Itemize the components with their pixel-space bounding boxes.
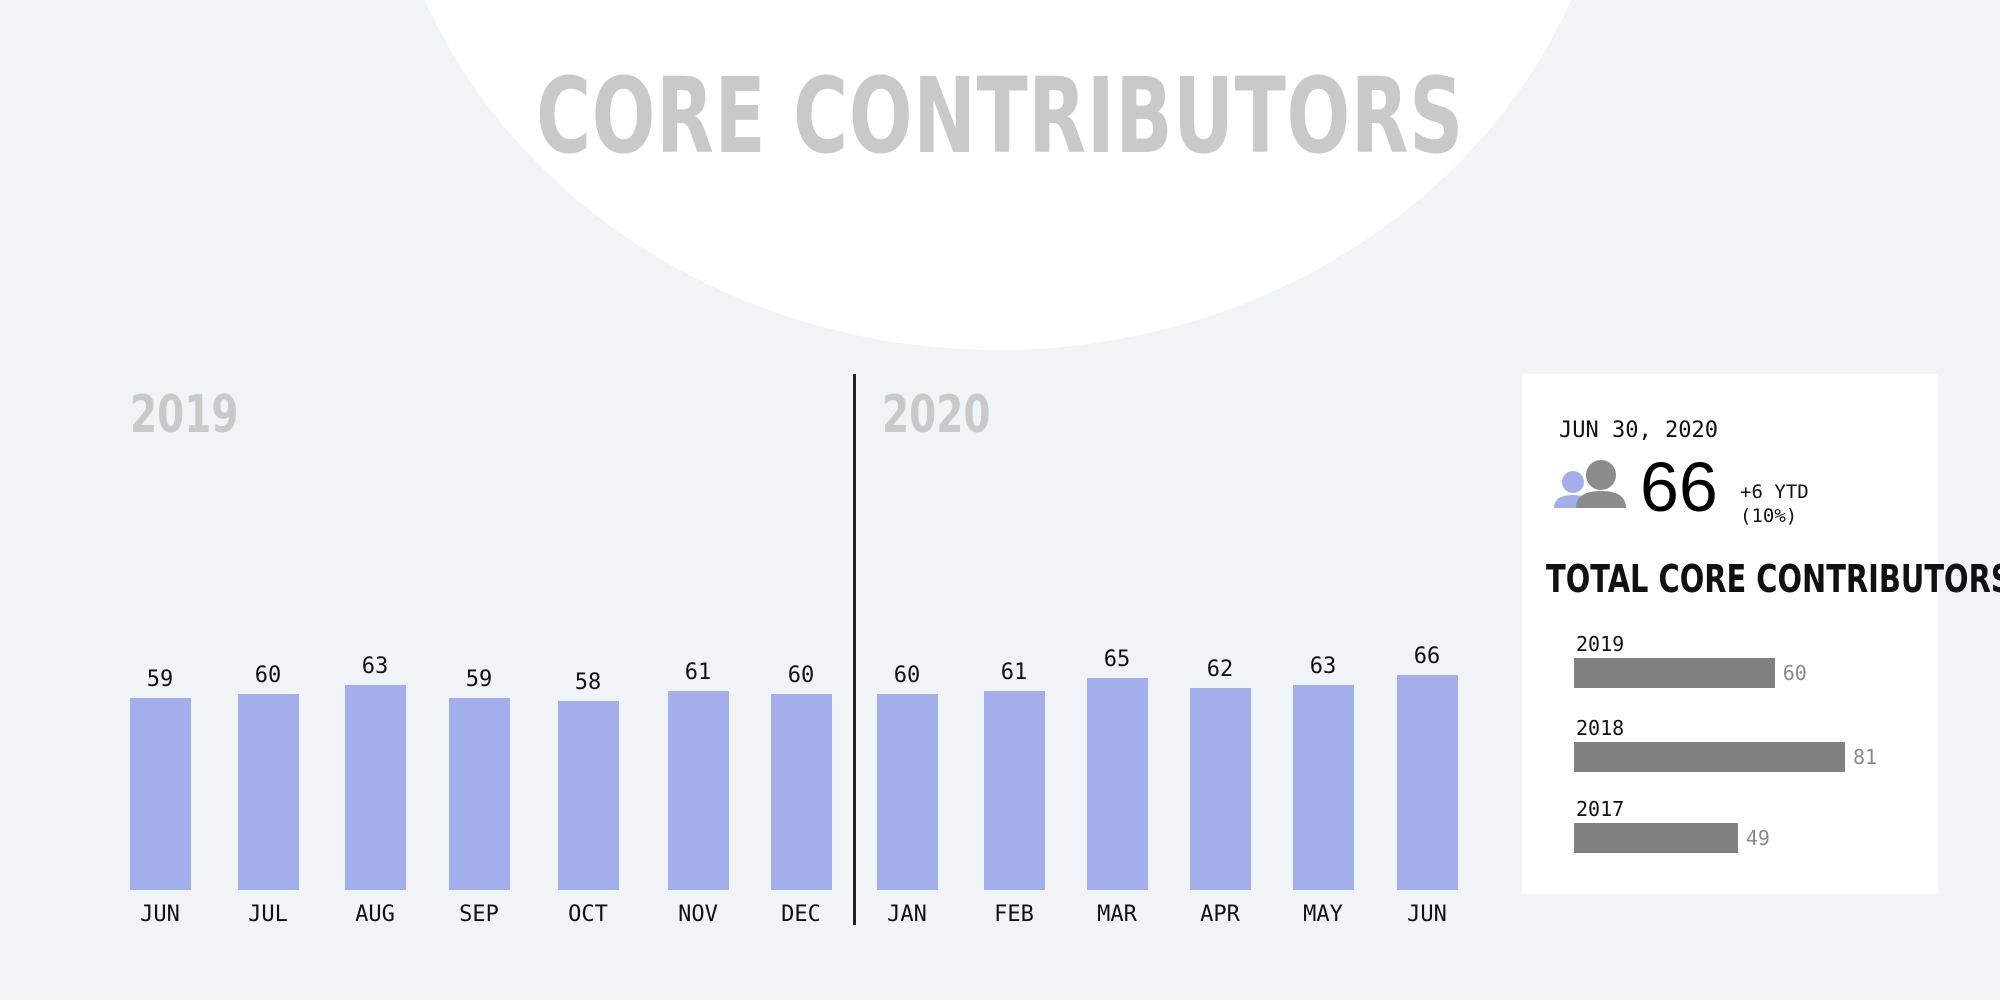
bar-value-label: 61 bbox=[684, 660, 712, 686]
bar-9 bbox=[1086, 678, 1148, 890]
month-label: JUN bbox=[140, 902, 180, 927]
hbar-value-label: 60 bbox=[1782, 661, 1807, 685]
bar-7 bbox=[876, 694, 938, 890]
hbar-year-label: 2018 bbox=[1576, 716, 1625, 740]
users-icon bbox=[1554, 460, 1626, 508]
month-label: DEC bbox=[781, 902, 821, 927]
bar-3 bbox=[448, 697, 510, 890]
hbar-2017 bbox=[1574, 823, 1738, 853]
bar-4 bbox=[557, 700, 619, 890]
bar-0 bbox=[129, 697, 191, 890]
bar-value-label: 60 bbox=[787, 663, 815, 689]
year-label-2020: 2020 bbox=[882, 385, 991, 445]
month-label: MAY bbox=[1303, 902, 1343, 927]
year-divider bbox=[853, 374, 856, 925]
total-title: TOTAL CORE CONTRIBUTORS bbox=[1546, 557, 2000, 601]
month-label: OCT bbox=[568, 902, 608, 927]
bar-11 bbox=[1292, 684, 1354, 890]
bar-value-label: 63 bbox=[361, 653, 389, 679]
month-label: SEP bbox=[459, 902, 499, 927]
month-label: FEB bbox=[994, 902, 1034, 927]
month-label: MAR bbox=[1097, 902, 1137, 927]
bar-6 bbox=[770, 694, 832, 890]
bar-8 bbox=[983, 691, 1045, 890]
summary-ytd-change: +6 YTD bbox=[1740, 481, 1809, 503]
month-label: JUN bbox=[1407, 902, 1447, 927]
month-label: JUL bbox=[248, 902, 288, 927]
month-label: JAN bbox=[887, 902, 927, 927]
summary-ytd: +6 YTD (10%) bbox=[1740, 480, 1809, 528]
summary-value: 66 bbox=[1640, 448, 1718, 526]
bar-10 bbox=[1189, 687, 1251, 890]
bar-value-label: 63 bbox=[1309, 653, 1337, 679]
hbar-value-label: 49 bbox=[1745, 826, 1770, 850]
page-title: CORE CONTRIBUTORS bbox=[536, 55, 1464, 177]
bar-value-label: 60 bbox=[893, 663, 921, 689]
summary-ytd-percent: (10%) bbox=[1740, 505, 1798, 527]
hbar-year-label: 2019 bbox=[1576, 632, 1625, 656]
month-label: AUG bbox=[355, 902, 395, 927]
hbar-2018 bbox=[1574, 742, 1845, 772]
month-label: NOV bbox=[678, 902, 718, 927]
bar-5 bbox=[667, 691, 729, 890]
bar-value-label: 62 bbox=[1206, 656, 1234, 682]
bar-12 bbox=[1396, 674, 1458, 890]
bar-value-label: 59 bbox=[146, 666, 174, 692]
year-label-2019: 2019 bbox=[130, 385, 239, 445]
bar-1 bbox=[237, 694, 299, 890]
month-label: APR bbox=[1200, 902, 1240, 927]
hbar-2019 bbox=[1574, 658, 1775, 688]
bar-value-label: 60 bbox=[254, 663, 282, 689]
hbar-value-label: 81 bbox=[1852, 745, 1878, 769]
bar-value-label: 59 bbox=[465, 666, 493, 692]
bar-value-label: 58 bbox=[574, 669, 602, 695]
bar-value-label: 61 bbox=[1000, 660, 1028, 686]
summary-panel bbox=[1522, 374, 1938, 894]
bar-value-label: 65 bbox=[1103, 647, 1131, 673]
hbar-year-label: 2017 bbox=[1576, 797, 1625, 821]
bar-value-label: 66 bbox=[1413, 643, 1441, 669]
summary-date: JUN 30, 2020 bbox=[1559, 418, 1718, 443]
bar-2 bbox=[344, 684, 406, 890]
